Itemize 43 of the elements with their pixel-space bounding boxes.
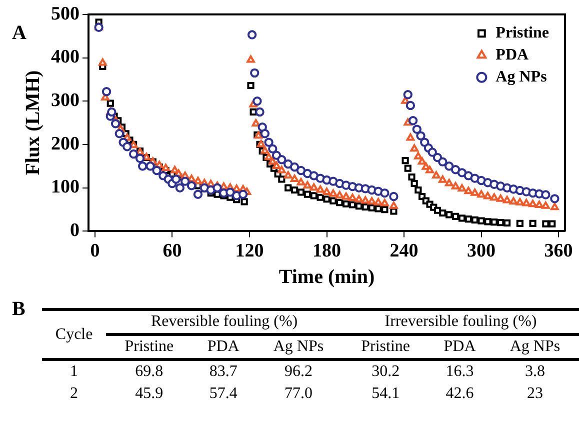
text: Ag NPs <box>272 337 325 357</box>
text: 16.3 <box>444 362 475 382</box>
text: 83.7 <box>208 362 238 382</box>
x-tick-label: 0 <box>90 240 100 262</box>
text: Irreversible fouling (%) <box>342 310 579 334</box>
x-tick-label: 60 <box>162 240 182 262</box>
text: Pristine <box>124 337 175 357</box>
text: Pristine <box>360 337 412 357</box>
y-tick-label: 200 <box>51 133 80 154</box>
x-axis-title: Time (min) <box>278 266 375 288</box>
text: 23 <box>526 384 544 404</box>
y-axis-title: Flux (LMH) <box>22 70 44 176</box>
x-tick-label: 300 <box>467 240 496 262</box>
y-tick-label: 500 <box>51 3 80 24</box>
text: Reversible fouling (%) <box>106 310 343 334</box>
y-tick-label: 400 <box>51 46 80 68</box>
text: 45.9 <box>134 384 164 404</box>
x-tick-label: 120 <box>235 240 264 262</box>
text: 30.2 <box>370 362 401 382</box>
y-tick-label: 300 <box>51 90 80 112</box>
text: 42.6 <box>444 384 475 404</box>
text: 57.4 <box>208 384 238 404</box>
text: 54.1 <box>370 384 401 404</box>
legend-label: Pristine <box>496 24 550 42</box>
x-tick-label: 180 <box>312 240 341 262</box>
text: 96.2 <box>284 362 314 382</box>
text: PDA <box>442 337 477 357</box>
legend-label: Ag NPs <box>496 68 547 86</box>
y-tick-label: 0 <box>70 220 80 242</box>
text: 1 <box>69 362 80 382</box>
text: 69.8 <box>134 362 164 382</box>
text: 3.8 <box>524 362 546 382</box>
text: 2 <box>69 384 80 404</box>
text: 77.0 <box>284 384 314 404</box>
x-tick-label: 240 <box>390 240 418 262</box>
chart-title: A <box>12 22 26 45</box>
text: Cycle <box>54 324 94 344</box>
legend-label: PDA <box>496 46 530 64</box>
text: Ag NPs <box>508 337 562 357</box>
text: B <box>12 298 26 321</box>
x-tick-label: 360 <box>544 240 573 262</box>
text: PDA <box>206 337 240 357</box>
y-tick-label: 100 <box>51 176 80 198</box>
